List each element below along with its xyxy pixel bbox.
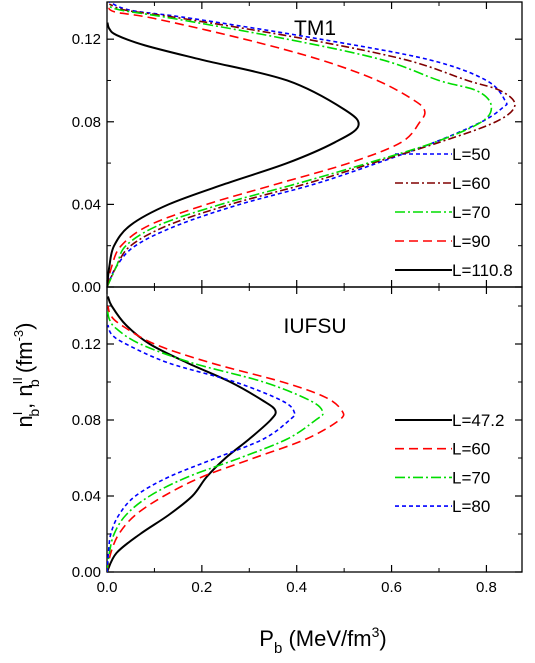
legend-label: L=110.8 — [452, 261, 513, 280]
legend-label: L=70 — [452, 468, 490, 487]
y-axis-title-sep: , — [12, 397, 37, 409]
y-tick-label: 0.04 — [72, 488, 101, 505]
panel-bottom: 0.0 0.2 0.4 0.6 0.8 0.00 0.04 0.08 0.12 L=47.2 L=6… — [72, 286, 523, 596]
legend-label: L=70 — [452, 203, 490, 222]
x-axis-title-units-exp: 3 — [372, 624, 380, 640]
y-tick-label: 0.00 — [72, 279, 101, 296]
series-line — [107, 3, 516, 287]
series-line — [107, 305, 345, 572]
y-axis-title-base: n — [12, 415, 37, 427]
panel-top: 0.00 0.04 0.08 0.12 L=50 L=60 L=70 L=90 L=110.8 T… — [72, 1, 523, 296]
legend-label: L=50 — [452, 145, 490, 164]
legend-label: L=60 — [452, 440, 490, 459]
x-axis-title-units-close: ) — [379, 626, 386, 651]
y-axis-title-base2: n — [12, 384, 37, 396]
y-axis-title-sup2: II — [10, 377, 25, 384]
plot-frame — [106, 286, 523, 573]
y-tick-label: 0.12 — [72, 336, 101, 353]
y-axis-title-units-close: ) — [12, 323, 37, 330]
x-tick-label: 0.6 — [381, 579, 402, 596]
x-axis-title-base: P — [259, 626, 274, 651]
x-tick-label: 0.8 — [476, 579, 497, 596]
y-tick-label: 0.08 — [72, 114, 101, 131]
y-axis-title-units: (fm — [12, 341, 37, 379]
legend-label: L=90 — [452, 232, 490, 251]
y-axis-title: nIb, nIIb (fm-3) — [10, 323, 42, 428]
y-tick-label: 0.00 — [72, 564, 101, 581]
y-tick-label: 0.04 — [72, 196, 101, 213]
series-line — [107, 309, 324, 572]
legend-label: L=60 — [452, 174, 490, 193]
legend-label: L=80 — [452, 497, 490, 516]
series-line — [107, 22, 360, 287]
x-axis-title: Pb (MeV/fm3) — [259, 624, 386, 657]
series-line — [107, 5, 493, 287]
legend-label: L=47.2 — [452, 411, 504, 430]
panel-title: TM1 — [294, 17, 336, 40]
y-axis-title-units-exp: -3 — [11, 330, 26, 342]
x-tick-label: 0.2 — [191, 579, 212, 596]
y-tick-label: 0.12 — [72, 31, 101, 48]
series-line — [107, 324, 296, 572]
y-axis-title-sup1: I — [10, 412, 25, 416]
y-tick-label: 0.08 — [72, 412, 101, 429]
series-line — [107, 7, 426, 287]
x-tick-label: 0.0 — [97, 579, 118, 596]
x-axis-title-sub: b — [274, 640, 282, 657]
y-axis-title-sub1: b — [26, 409, 42, 417]
series-line — [107, 2, 508, 287]
x-axis-title-units: (MeV/fm — [282, 626, 371, 651]
series-line — [107, 296, 277, 572]
x-tick-label: 0.4 — [286, 579, 307, 596]
y-axis-title-sub2: b — [26, 379, 42, 387]
panel-title: IUFSU — [284, 315, 347, 338]
